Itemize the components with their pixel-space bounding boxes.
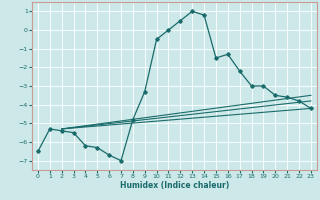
X-axis label: Humidex (Indice chaleur): Humidex (Indice chaleur) <box>120 181 229 190</box>
